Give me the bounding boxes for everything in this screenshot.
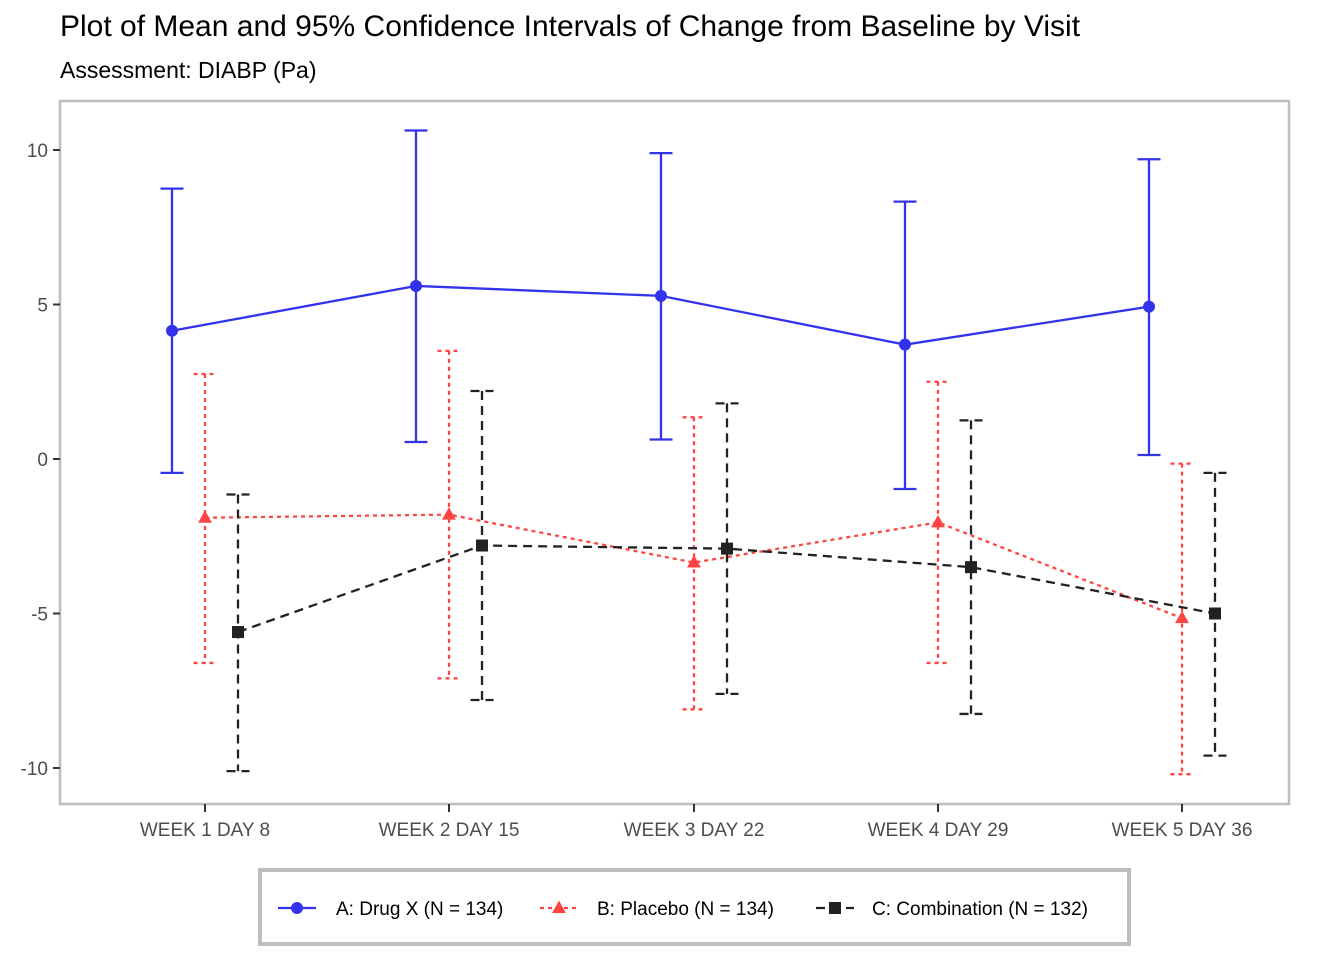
- mean-point: [655, 289, 667, 302]
- legend: A: Drug X (N = 134) B: Placebo (N = 134) C…: [278, 899, 1088, 920]
- legend-box: [258, 868, 1131, 946]
- legend-key-marker: [552, 900, 566, 914]
- x-axis: WEEK 1 DAY 8 WEEK 2 DAY 15 WEEK 3 DAY 22 WE…: [140, 804, 1253, 841]
- chart-subtitle: Assessment: DIABP (Pa): [60, 57, 317, 83]
- x-tick-label: WEEK 5 DAY 36: [1112, 820, 1253, 841]
- mean-point: [687, 555, 701, 568]
- series-3: [226, 389, 1227, 773]
- legend-item-3: C: Combination (N = 132): [816, 899, 1088, 920]
- y-tick-label: -10: [21, 759, 48, 780]
- legend-item-1: A: Drug X (N = 134): [278, 899, 503, 920]
- mean-point: [198, 510, 212, 523]
- mean-point: [442, 507, 456, 520]
- legend-key-marker: [829, 902, 841, 914]
- legend-item-2: B: Placebo (N = 134): [540, 899, 774, 920]
- mean-point: [931, 514, 945, 528]
- x-tick-label: WEEK 4 DAY 29: [868, 820, 1009, 841]
- mean-point: [410, 279, 422, 292]
- y-tick-label: 5: [37, 296, 48, 317]
- mean-point: [1175, 610, 1189, 624]
- mean-point: [721, 542, 733, 555]
- mean-point: [166, 324, 178, 337]
- y-tick-label: 0: [37, 450, 48, 471]
- x-tick-label: WEEK 3 DAY 22: [624, 820, 765, 841]
- legend-label: C: Combination (N = 132): [872, 899, 1088, 920]
- series-layer: [160, 129, 1227, 776]
- legend-label: B: Placebo (N = 134): [597, 899, 774, 920]
- y-tick-label: -5: [31, 605, 48, 626]
- legend-key-marker: [291, 902, 303, 914]
- y-axis: -10 -5 0 5 10: [21, 141, 60, 780]
- series-1: [160, 129, 1161, 491]
- mean-point: [476, 539, 488, 552]
- mean-line: [204, 513, 1183, 620]
- mean-point: [1143, 300, 1155, 313]
- chart-title: Plot of Mean and 95% Confidence Interval…: [60, 10, 1081, 43]
- mean-point: [1209, 607, 1221, 620]
- legend-label: A: Drug X (N = 134): [336, 899, 503, 920]
- x-tick-label: WEEK 2 DAY 15: [379, 820, 520, 841]
- mean-point: [899, 338, 911, 351]
- mean-point: [232, 626, 244, 639]
- plot-panel-border: [58, 99, 1291, 806]
- series-2: [193, 349, 1194, 776]
- x-tick-label: WEEK 1 DAY 8: [140, 820, 270, 841]
- y-tick-label: 10: [27, 141, 48, 162]
- mean-point: [965, 561, 977, 574]
